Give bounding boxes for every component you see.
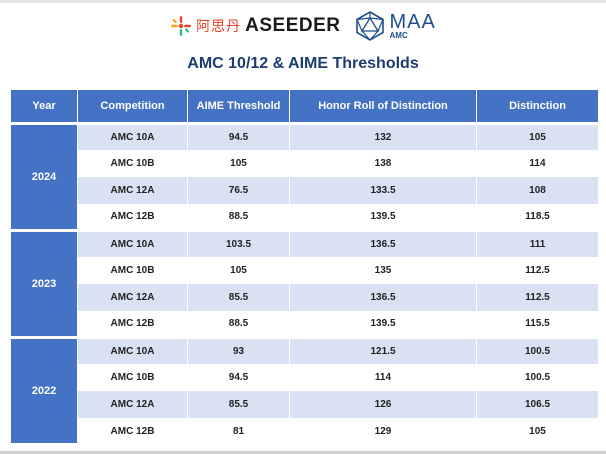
distinction-cell: 108 bbox=[476, 177, 599, 204]
table-row: 2024 AMC 10A 94.5 132 105 bbox=[10, 122, 599, 232]
honor-roll-cell: 136.5 bbox=[289, 284, 477, 311]
bottom-divider bbox=[0, 451, 606, 454]
distinction-cell: 111 bbox=[476, 229, 599, 258]
column-header-year: Year bbox=[10, 89, 78, 124]
year-cell: 2024 bbox=[10, 122, 78, 232]
table-row: AMC 10B 94.5 114 100.5 bbox=[11, 364, 599, 391]
year-cell: 2023 bbox=[10, 229, 78, 339]
aime-threshold-cell: 81 bbox=[187, 417, 290, 445]
table-header-row: Year Competition AIME Threshold Honor Ro… bbox=[10, 89, 599, 124]
competition-cell: AMC 12A bbox=[77, 284, 188, 311]
column-header-competition: Competition bbox=[77, 89, 188, 124]
aime-threshold-cell: 76.5 bbox=[187, 177, 290, 204]
competition-cell: AMC 10A bbox=[77, 336, 188, 365]
honor-roll-cell: 139.5 bbox=[289, 203, 477, 231]
table-row: AMC 12B 81 129 105 bbox=[11, 417, 599, 445]
competition-cell: AMC 12B bbox=[77, 417, 188, 445]
distinction-cell: 115.5 bbox=[476, 310, 599, 338]
aseeder-pinwheel-icon bbox=[171, 16, 192, 36]
honor-roll-cell: 129 bbox=[289, 417, 477, 445]
distinction-cell: 114 bbox=[476, 150, 599, 177]
honor-roll-cell: 121.5 bbox=[289, 336, 477, 365]
aime-threshold-cell: 94.5 bbox=[187, 364, 290, 391]
honor-roll-cell: 139.5 bbox=[289, 310, 477, 338]
honor-roll-cell: 135 bbox=[289, 257, 477, 284]
honor-roll-cell: 136.5 bbox=[289, 229, 477, 258]
distinction-cell: 100.5 bbox=[476, 336, 599, 365]
competition-cell: AMC 12A bbox=[77, 177, 188, 204]
logo-strip: 阿思丹 ASEEDER MAA AMC bbox=[0, 11, 606, 41]
distinction-cell: 112.5 bbox=[476, 257, 599, 284]
competition-cell: AMC 10A bbox=[77, 229, 188, 258]
aime-threshold-cell: 94.5 bbox=[187, 122, 290, 151]
aime-threshold-cell: 93 bbox=[187, 336, 290, 365]
honor-roll-cell: 133.5 bbox=[289, 177, 477, 204]
page-title: AMC 10/12 & AIME Thresholds bbox=[187, 55, 419, 72]
table-row: AMC 12A 76.5 133.5 108 bbox=[11, 177, 599, 204]
aseeder-logo: 阿思丹 ASEEDER bbox=[170, 15, 340, 37]
honor-roll-cell: 126 bbox=[289, 391, 477, 418]
competition-cell: AMC 12A bbox=[77, 391, 188, 418]
aime-threshold-cell: 103.5 bbox=[187, 229, 290, 258]
aime-threshold-cell: 88.5 bbox=[187, 310, 290, 338]
table-row: AMC 10B 105 135 112.5 bbox=[11, 257, 599, 284]
distinction-cell: 105 bbox=[476, 122, 599, 151]
aime-threshold-cell: 105 bbox=[187, 257, 290, 284]
table-row: AMC 12B 88.5 139.5 118.5 bbox=[11, 203, 599, 231]
competition-cell: AMC 10B bbox=[77, 150, 188, 177]
table-row: AMC 12B 88.5 139.5 115.5 bbox=[11, 310, 599, 338]
year-cell: 2022 bbox=[10, 336, 78, 446]
aime-threshold-cell: 105 bbox=[187, 150, 290, 177]
aseeder-chinese-name: 阿思丹 bbox=[196, 19, 242, 35]
honor-roll-cell: 138 bbox=[289, 150, 477, 177]
distinction-cell: 105 bbox=[476, 417, 599, 445]
aime-threshold-cell: 85.5 bbox=[187, 391, 290, 418]
aime-threshold-cell: 85.5 bbox=[187, 284, 290, 311]
column-header-aime-threshold: AIME Threshold bbox=[187, 89, 290, 124]
maa-logo: MAA AMC bbox=[355, 11, 436, 41]
table-row: 2022 AMC 10A 93 121.5 100.5 bbox=[10, 336, 599, 446]
aime-threshold-cell: 88.5 bbox=[187, 203, 290, 231]
table-row: AMC 10B 105 138 114 bbox=[11, 150, 599, 177]
maa-logo-text: MAA bbox=[389, 11, 436, 33]
thresholds-table: Year Competition AIME Threshold Honor Ro… bbox=[10, 89, 599, 446]
table-row: AMC 12A 85.5 136.5 112.5 bbox=[11, 284, 599, 311]
column-header-honor-roll: Honor Roll of Distinction bbox=[289, 89, 477, 124]
competition-cell: AMC 10B bbox=[77, 257, 188, 284]
competition-cell: AMC 10B bbox=[77, 364, 188, 391]
honor-roll-cell: 114 bbox=[289, 364, 477, 391]
competition-cell: AMC 10A bbox=[77, 122, 188, 151]
distinction-cell: 118.5 bbox=[476, 203, 599, 231]
distinction-cell: 112.5 bbox=[476, 284, 599, 311]
aseeder-brand-name: ASEEDER bbox=[245, 15, 341, 36]
honor-roll-cell: 132 bbox=[289, 122, 477, 151]
competition-cell: AMC 12B bbox=[77, 203, 188, 231]
amc-logo-text: AMC bbox=[389, 31, 408, 40]
distinction-cell: 100.5 bbox=[476, 364, 599, 391]
table-row: AMC 12A 85.5 126 106.5 bbox=[11, 391, 599, 418]
table-row: 2023 AMC 10A 103.5 136.5 111 bbox=[10, 229, 599, 339]
column-header-distinction: Distinction bbox=[476, 89, 599, 124]
distinction-cell: 106.5 bbox=[476, 391, 599, 418]
maa-icosahedron-icon bbox=[355, 11, 384, 41]
competition-cell: AMC 12B bbox=[77, 310, 188, 338]
